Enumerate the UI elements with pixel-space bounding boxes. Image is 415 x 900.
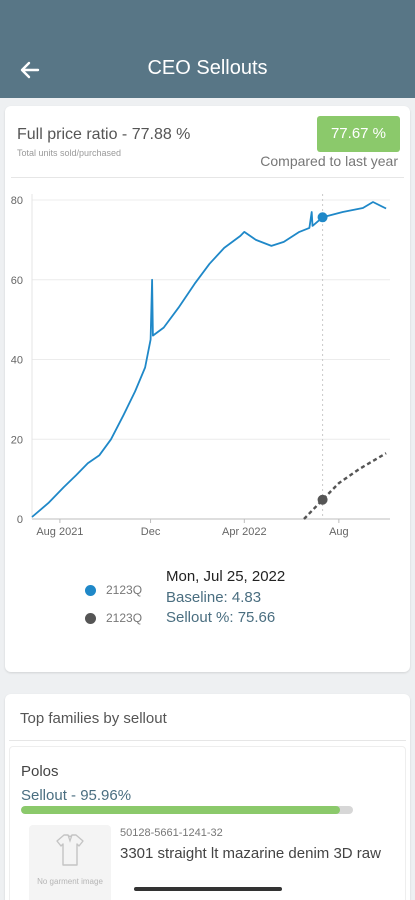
app-header: CEO Sellouts bbox=[0, 0, 415, 98]
tooltip-baseline: Baseline: 4.83 bbox=[166, 589, 262, 606]
top-families-card: Top families by sellout Polos Sellout - … bbox=[5, 694, 410, 900]
no-garment-label: No garment image bbox=[37, 877, 103, 886]
divider bbox=[9, 740, 406, 741]
legend-dot-blue-icon bbox=[85, 584, 96, 596]
legend-dot-gray-icon bbox=[85, 612, 96, 624]
sellout-line-chart[interactable]: 0 20 40 60 80 Aug 2021 Dec Apr 2022 Aug bbox=[5, 186, 410, 551]
x-tick-label: Dec bbox=[141, 526, 161, 538]
families-title: Top families by sellout bbox=[20, 710, 167, 727]
ratio-title: Full price ratio - 77.88 % bbox=[17, 126, 191, 143]
garment-name: 3301 straight lt mazarine denim 3D raw bbox=[120, 845, 381, 862]
sellout-progress-fill bbox=[21, 806, 340, 814]
full-price-card: Full price ratio - 77.88 % Total units s… bbox=[5, 106, 410, 672]
garment-icon bbox=[56, 834, 84, 866]
compared-label: Compared to last year bbox=[260, 153, 398, 169]
y-tick-label: 60 bbox=[11, 275, 23, 287]
y-tick-label: 40 bbox=[11, 355, 23, 367]
page-title: CEO Sellouts bbox=[147, 57, 268, 79]
home-indicator bbox=[134, 887, 282, 891]
ratio-subtitle: Total units sold/purchased bbox=[17, 148, 122, 158]
legend-item-blue[interactable]: 2123Q bbox=[85, 576, 165, 604]
tooltip-sellout: Sellout %: 75.66 bbox=[166, 609, 276, 626]
series-line-gray bbox=[303, 452, 387, 520]
sellout-progress-bar bbox=[21, 806, 353, 814]
legend-label: 2123Q bbox=[106, 611, 143, 625]
y-tick-label: 80 bbox=[11, 195, 23, 207]
x-tick-label: Aug 2021 bbox=[36, 526, 83, 538]
x-tick-label: Aug bbox=[329, 526, 349, 538]
legend-label: 2123Q bbox=[106, 583, 143, 597]
y-tick-label: 20 bbox=[11, 434, 23, 446]
highlight-point-gray bbox=[317, 494, 328, 505]
legend-item-gray[interactable]: 2123Q bbox=[85, 604, 165, 632]
family-name: Polos bbox=[21, 763, 59, 780]
highlight-point-blue bbox=[317, 212, 328, 223]
divider bbox=[11, 177, 404, 178]
x-tick-label: Apr 2022 bbox=[222, 526, 267, 538]
garment-image-placeholder[interactable]: No garment image bbox=[29, 825, 111, 900]
family-item[interactable]: Polos Sellout - 95.96% No garment image … bbox=[9, 746, 406, 900]
chart-tooltip: Mon, Jul 25, 2022 Baseline: 4.83 Sellout… bbox=[166, 568, 285, 628]
comparison-badge: 77.67 % bbox=[317, 116, 400, 152]
garment-code: 50128-5661-1241-32 bbox=[120, 827, 223, 839]
back-arrow-icon[interactable] bbox=[16, 56, 44, 84]
chart-legend: 2123Q 2123Q bbox=[85, 576, 165, 632]
series-line-blue bbox=[31, 201, 387, 518]
family-sellout-label: Sellout - 95.96% bbox=[21, 787, 132, 804]
y-tick-label: 0 bbox=[17, 514, 23, 526]
tooltip-date: Mon, Jul 25, 2022 bbox=[166, 568, 286, 585]
